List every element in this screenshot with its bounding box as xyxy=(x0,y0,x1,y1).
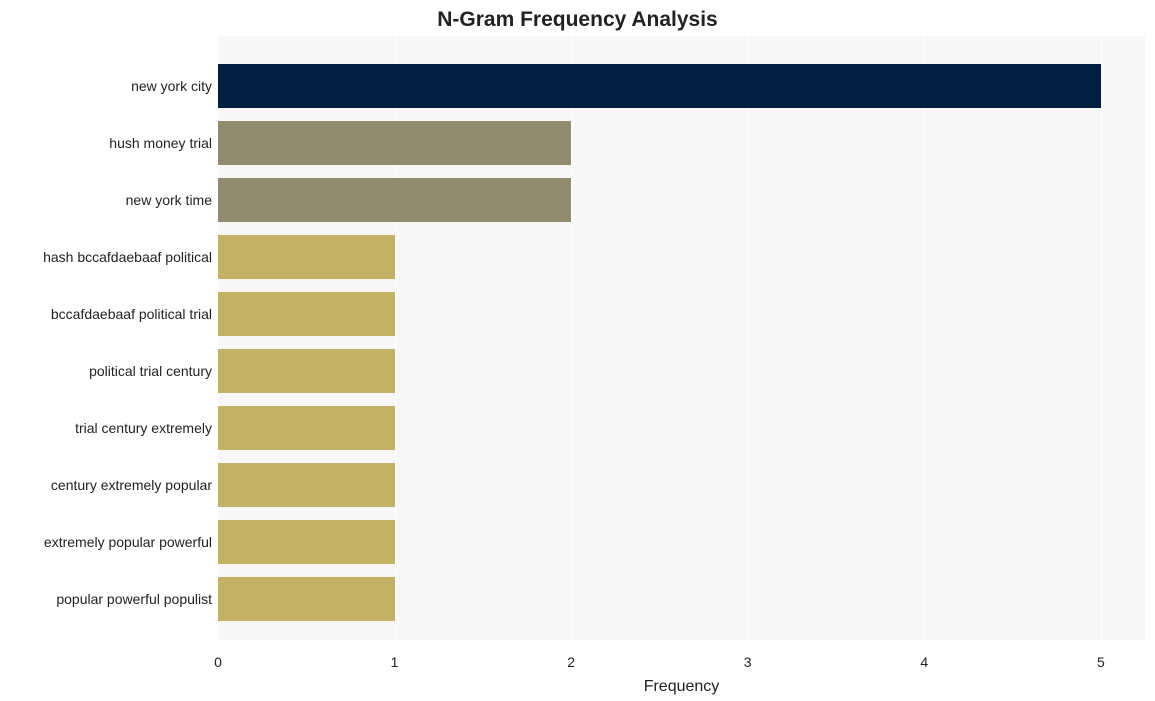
ngram-frequency-chart: N-Gram Frequency Analysis Frequency new … xyxy=(0,0,1155,701)
gridline xyxy=(748,36,749,640)
y-tick-label: popular powerful populist xyxy=(56,577,212,621)
bar xyxy=(218,463,395,507)
y-tick-label: extremely popular powerful xyxy=(44,520,212,564)
y-tick-label: new york city xyxy=(131,64,212,108)
x-tick-label: 5 xyxy=(1097,654,1105,670)
y-tick-label: bccafdaebaaf political trial xyxy=(51,292,212,336)
plot-area xyxy=(218,36,1145,640)
y-tick-label: new york time xyxy=(126,178,212,222)
x-axis-label: Frequency xyxy=(218,678,1145,696)
bar xyxy=(218,64,1101,108)
bar xyxy=(218,349,395,393)
bar xyxy=(218,577,395,621)
x-tick-label: 4 xyxy=(920,654,928,670)
bar xyxy=(218,235,395,279)
y-tick-label: hush money trial xyxy=(109,121,212,165)
x-tick-label: 2 xyxy=(567,654,575,670)
bar xyxy=(218,121,571,165)
y-tick-label: trial century extremely xyxy=(75,406,212,450)
bar xyxy=(218,292,395,336)
bar xyxy=(218,178,571,222)
y-tick-label: century extremely popular xyxy=(51,463,212,507)
y-tick-label: hash bccafdaebaaf political xyxy=(43,235,212,279)
gridline xyxy=(571,36,572,640)
bar xyxy=(218,406,395,450)
x-tick-label: 0 xyxy=(214,654,222,670)
chart-title: N-Gram Frequency Analysis xyxy=(0,8,1155,32)
x-tick-label: 1 xyxy=(391,654,399,670)
x-tick-label: 3 xyxy=(744,654,752,670)
gridline xyxy=(1101,36,1102,640)
bar xyxy=(218,520,395,564)
gridline xyxy=(924,36,925,640)
y-tick-label: political trial century xyxy=(89,349,212,393)
